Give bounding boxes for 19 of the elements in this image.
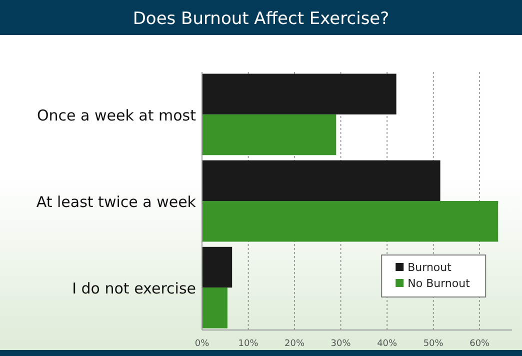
legend-label: Burnout bbox=[408, 261, 452, 274]
bar bbox=[202, 114, 336, 156]
chart-title: Does Burnout Affect Exercise? bbox=[132, 9, 390, 29]
y-tick-label: I do not exercise bbox=[72, 280, 196, 298]
bar bbox=[202, 288, 228, 328]
x-tick-label: 20% bbox=[284, 339, 305, 349]
x-tick-label: 50% bbox=[423, 339, 444, 349]
y-tick-label: At least twice a week bbox=[36, 193, 196, 211]
bar bbox=[202, 160, 440, 201]
y-tick-label: Once a week at most bbox=[36, 106, 196, 124]
x-tick-label: 30% bbox=[330, 339, 352, 349]
x-tick-label: 60% bbox=[470, 339, 490, 349]
x-tick-label: 40% bbox=[377, 339, 398, 349]
bar bbox=[202, 74, 396, 114]
x-tick-label: 0% bbox=[194, 339, 210, 349]
bar bbox=[202, 201, 498, 242]
bar bbox=[202, 246, 232, 288]
x-tick-label: 10% bbox=[238, 339, 259, 349]
legend-label: No Burnout bbox=[408, 277, 471, 290]
